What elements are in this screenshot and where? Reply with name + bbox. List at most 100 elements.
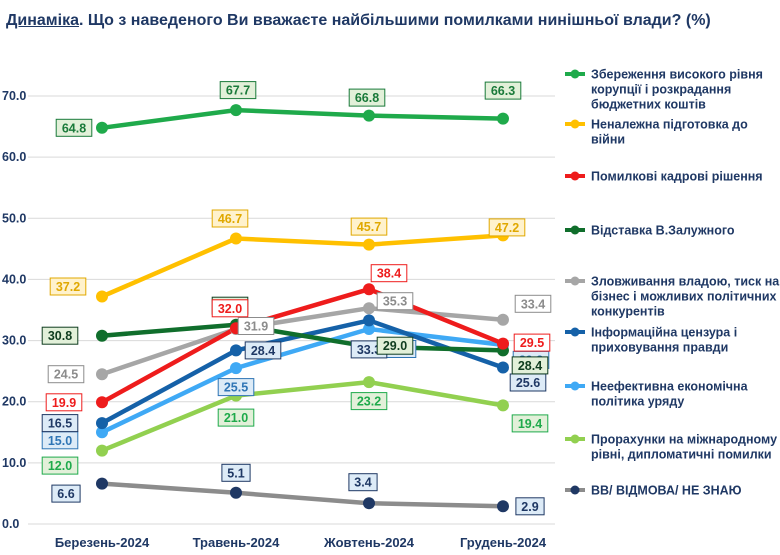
data-point — [96, 396, 108, 409]
data-label-text: 37.2 — [56, 280, 80, 294]
y-tick-label: 50.0 — [2, 211, 26, 225]
data-label-text: 2.9 — [521, 500, 538, 514]
data-label-box — [350, 217, 388, 236]
data-point — [363, 283, 375, 296]
data-label-text: 28.4 — [251, 344, 275, 358]
legend-swatch-marker — [570, 327, 580, 337]
data-label: 31.9 — [237, 317, 275, 335]
data-label-text: 38.4 — [377, 267, 401, 281]
legend-swatch-marker — [570, 119, 580, 129]
data-point — [96, 444, 108, 457]
data-label: 30.8 — [41, 326, 79, 345]
data-label-box — [49, 277, 87, 296]
data-label-box — [348, 473, 378, 492]
legend-label: Зловживання владою, тиск на — [591, 275, 780, 289]
data-point — [230, 104, 242, 117]
data-point — [363, 497, 375, 510]
data-label: 19.9 — [45, 393, 83, 412]
data-point — [363, 376, 375, 389]
legend-label: Інформаційна цензура і — [591, 326, 737, 340]
data-label-text: 45.7 — [357, 220, 381, 234]
data-label-box — [348, 88, 386, 107]
data-label: 12.0 — [41, 456, 79, 475]
data-label-text: 21.0 — [224, 411, 248, 425]
data-point — [363, 323, 375, 335]
data-label-box — [370, 264, 408, 283]
legend-label: Прорахунки на міжнародному — [591, 433, 777, 447]
series-markers — [96, 104, 509, 513]
data-label-box — [511, 356, 549, 375]
data-label-box — [41, 326, 79, 345]
data-label-text: 16.5 — [48, 417, 72, 431]
data-point — [96, 290, 108, 303]
data-label-text: 67.7 — [226, 84, 250, 98]
data-label-box — [515, 497, 545, 516]
legend-item: Помилкові кадрові рішення — [565, 170, 763, 184]
data-label-text: 15.0 — [48, 434, 72, 448]
data-label-text: 19.9 — [52, 396, 76, 410]
chart-title: Динаміка. Що з наведеного Ви вважаєте на… — [6, 12, 711, 30]
data-point — [497, 112, 509, 125]
data-label: 19.4 — [511, 414, 549, 433]
legend-swatch-marker — [570, 171, 580, 181]
data-point — [497, 399, 509, 412]
data-label-text: 33.3 — [357, 343, 381, 357]
data-label: 45.7 — [350, 217, 388, 236]
data-label-box — [350, 392, 388, 411]
legend-label: Відставка В.Залужного — [591, 224, 735, 238]
data-label: 37.2 — [49, 277, 87, 296]
data-label: 33.4 — [514, 294, 552, 313]
data-label: 2.9 — [515, 497, 545, 516]
data-label: 66.3 — [484, 81, 522, 100]
data-label: 28.4 — [511, 356, 549, 375]
data-label-text: 47.2 — [495, 221, 519, 235]
data-label-text: 23.2 — [357, 395, 381, 409]
legend-label: Неналежна підготовка до — [591, 118, 748, 132]
legend-label: бізнес і можливих політичних — [591, 290, 777, 304]
y-axis-ticks: 0.0 10.0 20.0 30.0 40.0 50.0 60.0 70.0 — [2, 89, 26, 531]
legend-label: корупції і розкрадання — [591, 83, 731, 97]
chart-title-lead: Динаміка — [6, 12, 79, 29]
data-label: 25.6 — [509, 373, 547, 392]
data-labels: 6.6 5.1 3.4 2.9 12.0 21.0 23.2 19.4 15.0 25.5 31.9… — [41, 81, 552, 516]
legend-swatch-marker — [570, 381, 580, 391]
data-label-box — [221, 463, 251, 482]
data-label-text: 66.8 — [355, 91, 379, 105]
data-point — [230, 344, 242, 357]
data-label-text: 3.4 — [354, 476, 371, 490]
data-point — [497, 500, 509, 513]
x-category-label: Березень-2024 — [55, 535, 150, 550]
data-label: 38.4 — [370, 264, 408, 283]
data-label: 21.0 — [217, 408, 255, 427]
data-label: 6.6 — [51, 484, 81, 503]
data-label-box — [511, 414, 549, 433]
series-line-1 — [99, 233, 506, 299]
data-point — [363, 302, 375, 315]
data-label-text: 46.7 — [218, 212, 242, 226]
series-line-3 — [99, 322, 506, 353]
data-label-text: 64.8 — [62, 121, 86, 135]
data-label: 5.1 — [221, 463, 251, 482]
data-point — [96, 329, 108, 342]
legend-label: Збереження високого рівня — [591, 68, 763, 82]
y-tick-label: 0.0 — [2, 517, 19, 531]
x-category-label: Грудень-2024 — [460, 535, 547, 550]
data-label: 67.7 — [219, 81, 257, 100]
data-label-box — [45, 393, 83, 412]
data-label-box — [513, 333, 551, 352]
data-label-box — [41, 414, 79, 433]
data-label: 29.0 — [376, 336, 414, 355]
data-label-text: 5.1 — [227, 466, 244, 480]
legend-label: бюджетних коштів — [591, 98, 706, 112]
legend-label: приховування правди — [591, 341, 728, 355]
y-tick-label: 30.0 — [2, 334, 26, 348]
data-point — [96, 426, 108, 439]
legend-label: конкурентів — [591, 305, 665, 319]
data-point — [96, 121, 108, 134]
data-label-box — [51, 484, 81, 503]
legend-swatch-marker — [570, 225, 580, 235]
